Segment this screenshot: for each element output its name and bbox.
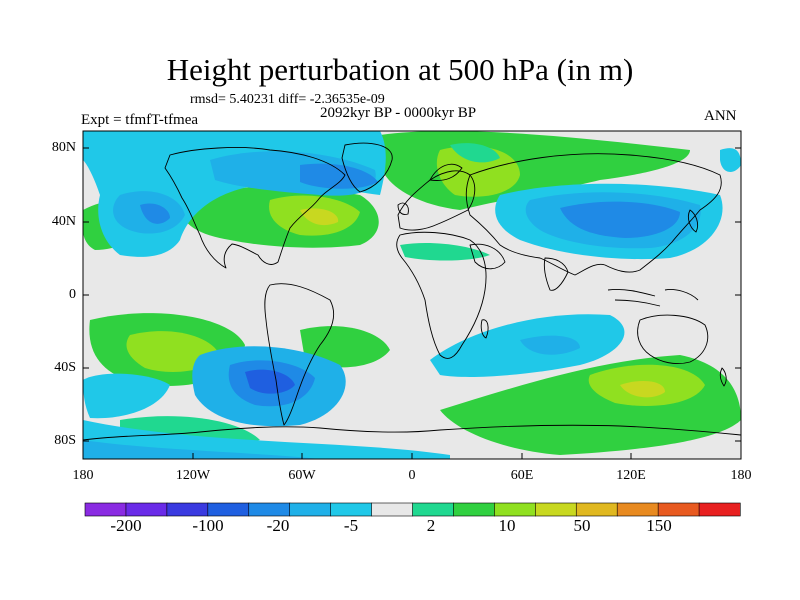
coastline-japan: [687, 209, 699, 233]
colorbar-swatch: [248, 502, 291, 517]
colorbar-swatch: [657, 502, 700, 517]
contour-fill: [300, 208, 339, 226]
coastline-antarctica: [83, 424, 741, 441]
colorbar-label: -5: [343, 516, 359, 535]
contour-fill: [83, 440, 320, 459]
x-tick-label: 60W: [288, 468, 316, 483]
contour-fill: [300, 326, 390, 368]
coastline-australia: [637, 314, 709, 365]
x-tick-label: 120W: [175, 468, 211, 483]
colorbar-swatch: [166, 502, 209, 517]
contour-fill: [620, 380, 665, 398]
colorbar-label: -100: [192, 516, 224, 535]
colorbar-label: 10: [498, 516, 516, 535]
coastline-africa: [396, 231, 487, 359]
coastlines: [83, 142, 741, 441]
colorbar-swatch: [289, 502, 332, 517]
colorbar-swatch: [412, 502, 455, 517]
coastline-scandinavia: [429, 163, 463, 181]
colorbar-swatch: [371, 502, 414, 517]
colorbar-label: 150: [646, 516, 672, 535]
contour-fill: [720, 148, 741, 172]
contour-fill: [245, 369, 295, 394]
season-label: ANN: [704, 108, 737, 124]
x-tick-label: 0: [408, 468, 416, 483]
map-title: Height perturbation at 500 hPa (in m): [166, 52, 634, 87]
contour-fill: [450, 143, 500, 163]
colorbar-label: 2: [426, 516, 436, 535]
y-tick-label: 40N: [51, 214, 76, 229]
colorbar-swatch: [494, 502, 536, 517]
colorbar-swatch: [575, 502, 618, 517]
coastline-new-zealand: [719, 367, 727, 387]
x-tick-label: 120E: [616, 468, 646, 483]
contour-fill: [520, 335, 580, 355]
colorbar-swatch: [453, 502, 495, 517]
stats-label: rmsd= 5.40231 diff= -2.36535e-09: [190, 92, 385, 107]
tick-marks: [82, 147, 742, 459]
coastline-north-america: [164, 147, 346, 269]
colorbar-swatch: [535, 502, 577, 517]
coastline-madagascar: [480, 319, 489, 339]
contour-fills: [83, 131, 741, 459]
x-tick-label: 60E: [510, 468, 534, 483]
colorbar-label: -200: [110, 516, 142, 535]
contour-fill: [300, 163, 378, 189]
contour-fill: [83, 373, 170, 419]
contour-fill: [436, 146, 520, 197]
colorbar: [84, 502, 741, 517]
colorbar-swatch: [125, 502, 168, 517]
coastline-india: [543, 257, 569, 291]
coastline-arabia: [469, 243, 506, 270]
contour-fill: [400, 243, 490, 261]
y-tick-label: 80N: [51, 140, 76, 155]
coastline-europe: [397, 170, 476, 231]
x-tick-label: 180: [72, 468, 94, 483]
coastline-south-america: [264, 283, 334, 426]
period-label: 2092kyr BP - 0000kyr BP: [320, 105, 477, 121]
colorbar-swatch: [207, 502, 250, 517]
colorbar-label: 50: [573, 516, 591, 535]
colorbar-swatch: [330, 502, 373, 517]
colorbar-label: -20: [266, 516, 290, 535]
coastline-greenland: [341, 142, 393, 193]
y-tick-label: 40S: [54, 360, 76, 375]
x-tick-label: 180: [730, 468, 752, 483]
colorbar-swatch: [84, 502, 127, 517]
coastline-british-isles: [397, 202, 409, 215]
contour-fill: [140, 203, 170, 224]
coastline-asia: [465, 153, 722, 276]
experiment-label: Expt = tfmfT-tfmea: [81, 112, 199, 128]
colorbar-swatch: [616, 502, 659, 517]
contour-fill: [560, 201, 680, 238]
colorbar-swatch: [698, 502, 741, 517]
y-tick-label: 80S: [54, 433, 76, 448]
coastline-indonesia: [607, 289, 699, 307]
y-tick-label: 0: [69, 287, 76, 302]
